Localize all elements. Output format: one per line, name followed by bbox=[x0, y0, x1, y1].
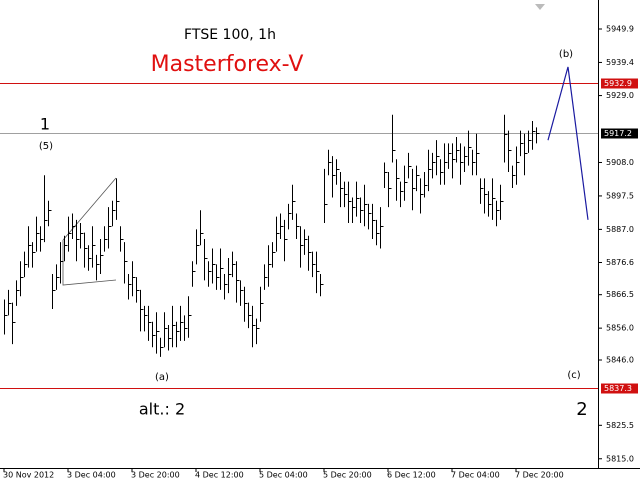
price-label: 5932.9 bbox=[604, 79, 632, 88]
wave-label: (b) bbox=[559, 49, 573, 60]
scroll-marker bbox=[535, 4, 545, 10]
wave-label: 1 bbox=[40, 115, 50, 134]
forecast-line bbox=[547, 66, 589, 220]
y-tick-label: 5876.6 bbox=[606, 258, 634, 267]
x-tick-label: 5 Dec 04:00 bbox=[259, 471, 308, 480]
price-label-box bbox=[601, 128, 638, 139]
y-tick-label: 5897.5 bbox=[606, 191, 634, 200]
x-tick-label: 30 Nov 2012 bbox=[3, 471, 54, 480]
chart-title: FTSE 100, 1h bbox=[184, 27, 276, 43]
price-label-box bbox=[601, 383, 638, 394]
wave-label: alt.: 2 bbox=[139, 400, 185, 419]
x-tick-label: 4 Dec 12:00 bbox=[195, 471, 244, 480]
wave-label: (a) bbox=[155, 372, 169, 383]
x-tick-label: 6 Dec 12:00 bbox=[387, 471, 436, 480]
x-tick-label: 3 Dec 04:00 bbox=[67, 471, 116, 480]
wave-label: (c) bbox=[567, 370, 580, 381]
price-label: 5837.3 bbox=[604, 384, 632, 393]
wave-label: 2 bbox=[576, 399, 587, 420]
wave-label: (5) bbox=[39, 141, 53, 152]
x-tick-label: 3 Dec 20:00 bbox=[131, 471, 180, 480]
y-tick-label: 5949.9 bbox=[606, 24, 634, 33]
y-tick-label: 5815.0 bbox=[606, 454, 634, 463]
price-label: 5917.2 bbox=[604, 129, 632, 138]
x-tick-label: 5 Dec 20:00 bbox=[323, 471, 372, 480]
y-tick-label: 5887.0 bbox=[606, 225, 634, 234]
y-tick-label: 5929.0 bbox=[606, 91, 634, 100]
y-tick-label: 5856.0 bbox=[606, 324, 634, 333]
y-tick-label: 5846.0 bbox=[606, 356, 634, 365]
price-label-box bbox=[601, 78, 638, 89]
y-tick-label: 5866.5 bbox=[606, 290, 634, 299]
chart-subtitle: Masterforex-V bbox=[151, 52, 304, 77]
x-tick-label: 7 Dec 20:00 bbox=[515, 471, 564, 480]
triangle-pattern bbox=[62, 177, 117, 286]
x-tick-label: 7 Dec 04:00 bbox=[451, 471, 500, 480]
y-tick-label: 5908.0 bbox=[606, 158, 634, 167]
y-tick-label: 5825.5 bbox=[606, 421, 634, 430]
y-tick-label: 5939.4 bbox=[606, 58, 634, 67]
